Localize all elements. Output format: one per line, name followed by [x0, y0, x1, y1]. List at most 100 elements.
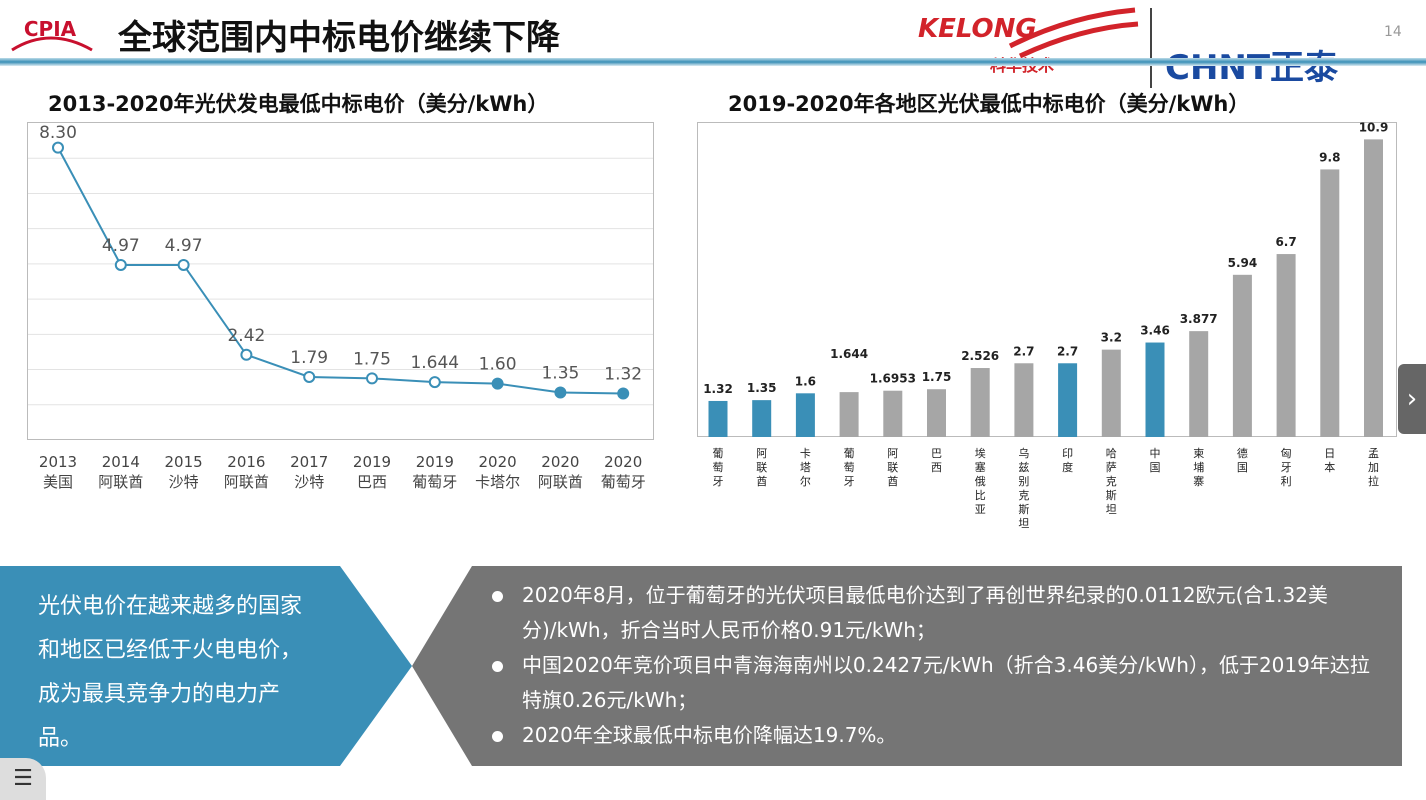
data-label: 4.97: [165, 236, 203, 256]
x-tick-char: 酋: [887, 474, 898, 488]
bar-label: 2.526: [961, 349, 999, 363]
summary-left-text: 光伏电价在越来越多的国家和地区已经低于火电电价，成为最具竞争力的电力产品。: [38, 594, 303, 751]
data-point: [177, 258, 190, 271]
x-tick-country: 葡萄牙: [601, 473, 646, 491]
line-chart-frame: [27, 122, 654, 440]
x-tick-country: 沙特: [294, 473, 324, 491]
x-tick-char: 牙: [713, 475, 724, 488]
bar: [1014, 363, 1034, 437]
x-tick-year: 2020: [604, 453, 642, 471]
bar-label: 2.7: [1013, 344, 1034, 358]
x-tick-char: 塔: [800, 461, 811, 474]
x-tick-year: 2013: [39, 453, 77, 471]
line-series: [57, 147, 624, 395]
bar: [1276, 254, 1296, 437]
x-tick-year: 2016: [227, 453, 265, 471]
line-chart-title: 2013-2020年光伏发电最低中标电价（美分/kWh）: [48, 92, 549, 116]
x-tick-char: 兹: [1018, 461, 1029, 474]
bar: [1364, 139, 1383, 437]
data-label: 2.42: [227, 326, 265, 346]
x-tick-country: 阿联酋: [224, 473, 269, 491]
x-tick-char: 别: [1018, 475, 1029, 488]
x-tick-char: 利: [1281, 475, 1292, 488]
summary-bullets: 2020年8月，位于葡萄牙的光伏项目最低电价达到了再创世界纪录的0.0112欧元…: [492, 578, 1382, 753]
bar: [1232, 274, 1252, 437]
bar-label: 1.6953: [870, 372, 916, 386]
x-tick-country: 沙特: [169, 473, 199, 491]
x-tick-char: 拉: [1368, 474, 1379, 488]
bar-label: 6.7: [1275, 235, 1296, 249]
bar-label: 9.8: [1319, 150, 1340, 164]
bar-label: 1.35: [747, 381, 777, 395]
x-tick-char: 哈: [1106, 447, 1117, 460]
bar: [970, 368, 990, 437]
x-tick-char: 俄: [975, 475, 986, 488]
x-tick-char: 西: [931, 461, 942, 474]
x-tick-year: 2015: [165, 453, 203, 471]
bar: [795, 393, 815, 437]
bar-chart-frame: [697, 122, 1397, 437]
data-point: [240, 348, 253, 361]
bar: [1058, 363, 1078, 437]
bar-chart-title: 2019-2020年各地区光伏最低中标电价（美分/kWh）: [728, 92, 1250, 116]
x-tick-char: 度: [1062, 460, 1073, 474]
data-label: 8.30: [39, 123, 77, 143]
x-tick-country: 美国: [43, 473, 73, 491]
x-tick-char: 亚: [975, 503, 986, 516]
bar: [1189, 331, 1209, 437]
bar: [883, 390, 903, 437]
page-number: 14: [1384, 24, 1402, 40]
bar-label: 3.2: [1101, 331, 1122, 345]
x-tick-char: 联: [756, 461, 767, 474]
x-tick-char: 卡: [800, 447, 811, 460]
x-tick-char: 葡: [844, 447, 855, 460]
x-tick-char: 柬: [1193, 447, 1204, 460]
menu-button[interactable]: ☰: [0, 758, 46, 800]
x-tick-char: 牙: [1281, 461, 1292, 474]
next-slide-button[interactable]: ›: [1398, 364, 1426, 434]
x-tick-year: 2017: [290, 453, 328, 471]
data-label: 4.97: [102, 236, 140, 256]
page-title: 全球范围内中标电价继续下降: [118, 18, 560, 58]
bar-label: 1.6: [795, 374, 816, 388]
data-point: [114, 258, 127, 271]
bar-label: 10.9: [1359, 120, 1389, 134]
header-rule: [0, 58, 1426, 66]
x-tick-year: 2014: [102, 453, 140, 471]
x-tick-char: 埔: [1193, 461, 1204, 474]
chint-logo: CHNT正泰: [1165, 48, 1339, 88]
svg-text:CPIA: CPIA: [24, 17, 77, 41]
bar: [1320, 169, 1340, 437]
x-tick-char: 坦: [1106, 502, 1117, 516]
data-point: [428, 376, 441, 389]
x-tick-char: 国: [1150, 461, 1161, 474]
data-point: [554, 386, 567, 399]
data-label: 1.60: [479, 355, 517, 375]
x-tick-country: 阿联酋: [98, 473, 143, 491]
bullet-item: 2020年全球最低中标电价降幅达19.7%。: [492, 718, 1382, 753]
x-tick-char: 国: [1237, 461, 1248, 474]
x-tick-year: 2019: [416, 453, 454, 471]
x-tick-country: 阿联酋: [538, 473, 583, 491]
menu-icon: ☰: [13, 766, 33, 791]
x-tick-char: 塞: [975, 460, 986, 474]
x-tick-char: 阿: [756, 447, 767, 460]
bar: [752, 400, 772, 437]
x-tick-char: 萨: [1106, 461, 1117, 474]
x-tick-year: 2019: [353, 453, 391, 471]
x-tick-char: 萄: [844, 461, 855, 474]
bar-label: 2.7: [1057, 344, 1078, 358]
x-tick-char: 克: [1018, 489, 1029, 502]
bar-label: 3.46: [1140, 324, 1170, 338]
bar-label: 1.32: [703, 382, 733, 396]
data-point: [303, 370, 316, 383]
x-tick-char: 斯: [1106, 489, 1117, 502]
summary-left-panel: [0, 566, 412, 766]
divider: [1150, 8, 1152, 88]
cpia-logo: CPIA: [11, 17, 93, 52]
data-point: [617, 387, 630, 400]
data-label: 1.32: [604, 365, 642, 385]
chevron-right-icon: ›: [1406, 384, 1418, 414]
x-tick-year: 2020: [479, 453, 517, 471]
summary-right-panel: [412, 566, 1402, 766]
